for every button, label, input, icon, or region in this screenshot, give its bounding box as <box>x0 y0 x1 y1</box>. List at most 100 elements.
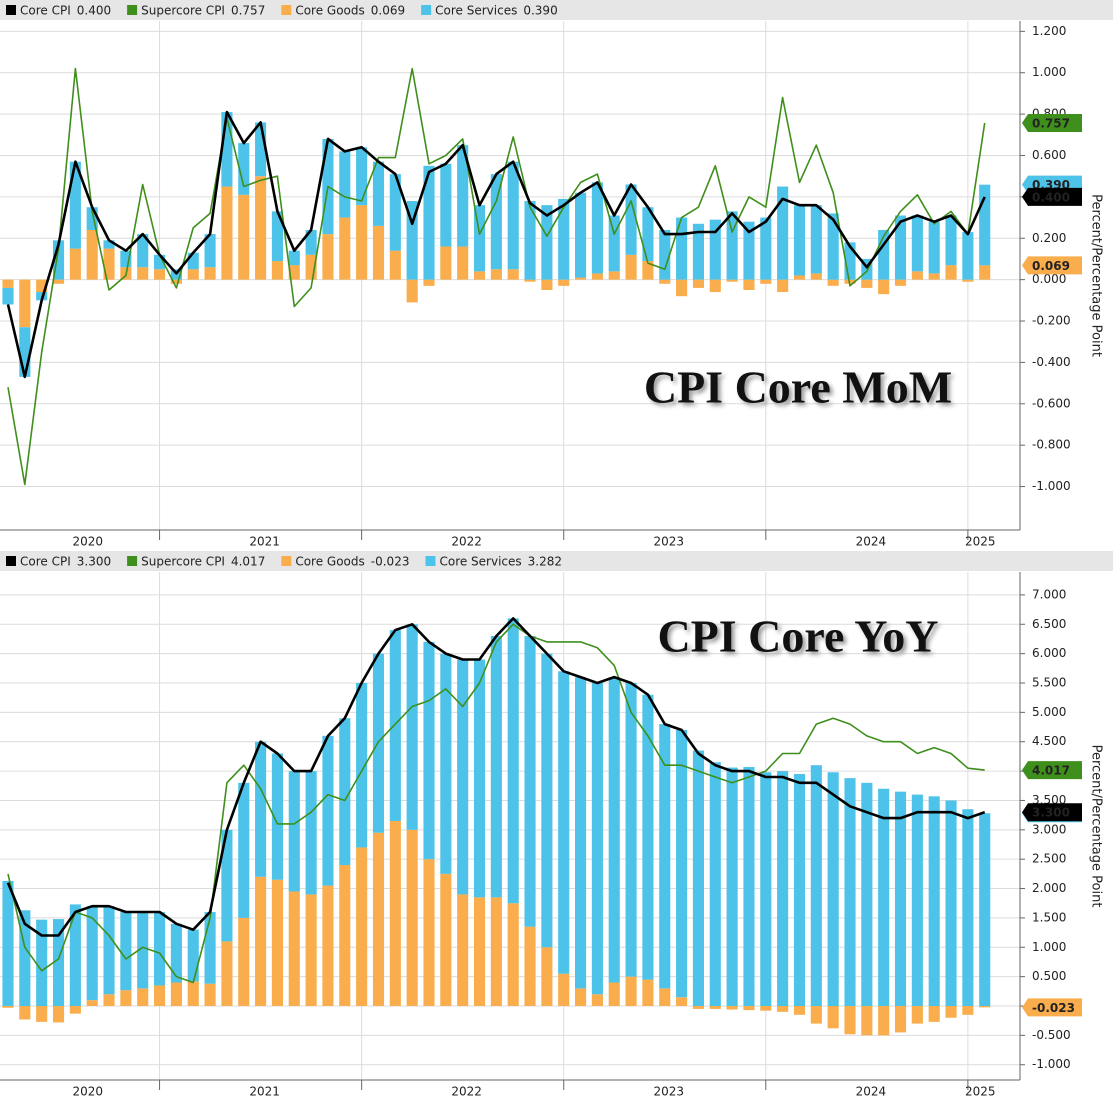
bar <box>423 279 435 286</box>
bar <box>322 735 334 886</box>
bar <box>356 847 368 1007</box>
bar <box>575 988 587 1007</box>
y-axis-title: Percent/Percentage Point <box>1089 745 1104 908</box>
bar <box>726 279 738 282</box>
y-tick-label: 0.500 <box>1032 969 1066 983</box>
y-tick-label: 2.500 <box>1032 852 1066 866</box>
bar <box>541 205 553 280</box>
bar <box>305 229 317 255</box>
bar <box>676 217 688 280</box>
bar <box>52 279 65 284</box>
bar <box>356 147 368 206</box>
bar <box>170 982 182 1007</box>
value-tag <box>1022 256 1082 275</box>
bar <box>288 891 300 1007</box>
plot <box>2 67 991 486</box>
bar <box>490 269 502 280</box>
bar <box>86 1000 98 1007</box>
y-tick-label: -0.800 <box>1032 438 1071 452</box>
bar <box>945 800 957 1007</box>
value-tag-label: 0.069 <box>1032 259 1070 273</box>
bar <box>676 279 688 297</box>
bar <box>36 919 48 1007</box>
bar <box>962 232 974 280</box>
bar <box>255 176 267 280</box>
bar <box>103 994 115 1007</box>
legend-value: 3.282 <box>528 555 562 569</box>
bar <box>726 767 738 1007</box>
bar <box>928 1006 940 1022</box>
y-tick-label: 7.000 <box>1032 587 1066 601</box>
bar <box>137 234 149 268</box>
legend-value: 0.069 <box>371 4 405 18</box>
legend-value: 4.017 <box>231 555 265 569</box>
bar <box>221 186 233 280</box>
bar <box>844 1006 856 1035</box>
bar <box>928 221 940 274</box>
bar <box>2 287 14 305</box>
legend-label: Core Services <box>439 555 521 569</box>
bar <box>962 809 974 1007</box>
bar <box>928 796 940 1007</box>
bar <box>777 1006 789 1012</box>
y-tick-label: 1.000 <box>1032 65 1066 79</box>
x-tick-label: 2021 <box>249 1085 280 1099</box>
x-tick-label: 2020 <box>73 1085 104 1099</box>
legend-swatch <box>127 556 138 566</box>
bar <box>120 250 132 268</box>
bar <box>19 327 31 377</box>
bar <box>894 791 907 1007</box>
bar <box>2 880 14 1007</box>
bar <box>322 234 334 280</box>
bar <box>389 630 401 822</box>
bar <box>642 261 654 280</box>
bar <box>692 1006 704 1009</box>
legend-swatch <box>127 5 138 15</box>
bar <box>52 240 65 280</box>
bar <box>120 990 132 1007</box>
legend-label: Core Goods <box>295 4 364 18</box>
bar <box>440 873 452 1007</box>
bar <box>473 897 486 1007</box>
bar <box>154 269 166 280</box>
bar <box>137 267 149 280</box>
bar <box>322 885 334 1007</box>
bar <box>575 277 587 280</box>
bar <box>642 694 654 980</box>
bar <box>238 782 250 918</box>
bar <box>760 1006 772 1011</box>
plot <box>2 617 991 1036</box>
bar <box>979 184 991 266</box>
bar <box>288 771 300 892</box>
bar <box>238 917 250 1007</box>
bar <box>861 782 873 1007</box>
bar <box>979 1006 991 1008</box>
bar <box>52 919 65 1007</box>
bar <box>911 271 923 280</box>
bar <box>777 279 789 293</box>
y-tick-label: 6.000 <box>1032 646 1066 660</box>
bar <box>490 897 502 1007</box>
bar <box>187 981 199 1007</box>
y-tick-label: -0.200 <box>1032 314 1071 328</box>
y-tick-label: 1.000 <box>1032 940 1066 954</box>
bar <box>389 174 401 251</box>
bar <box>541 653 553 948</box>
bar <box>608 215 620 272</box>
bar <box>878 279 890 295</box>
bar <box>979 265 991 280</box>
legend-swatch <box>421 5 432 15</box>
bar <box>844 242 856 280</box>
chart-title: CPI Core YoY <box>657 611 938 662</box>
bar <box>911 1006 923 1024</box>
bar <box>187 252 199 270</box>
value-tag-label: -0.023 <box>1032 1001 1075 1015</box>
bar <box>170 923 182 983</box>
bar <box>457 145 469 247</box>
bar <box>255 741 267 877</box>
bar <box>372 225 385 280</box>
legend-value: 3.300 <box>77 555 111 569</box>
bar <box>154 254 166 270</box>
bar <box>103 240 115 249</box>
bar <box>255 122 267 177</box>
